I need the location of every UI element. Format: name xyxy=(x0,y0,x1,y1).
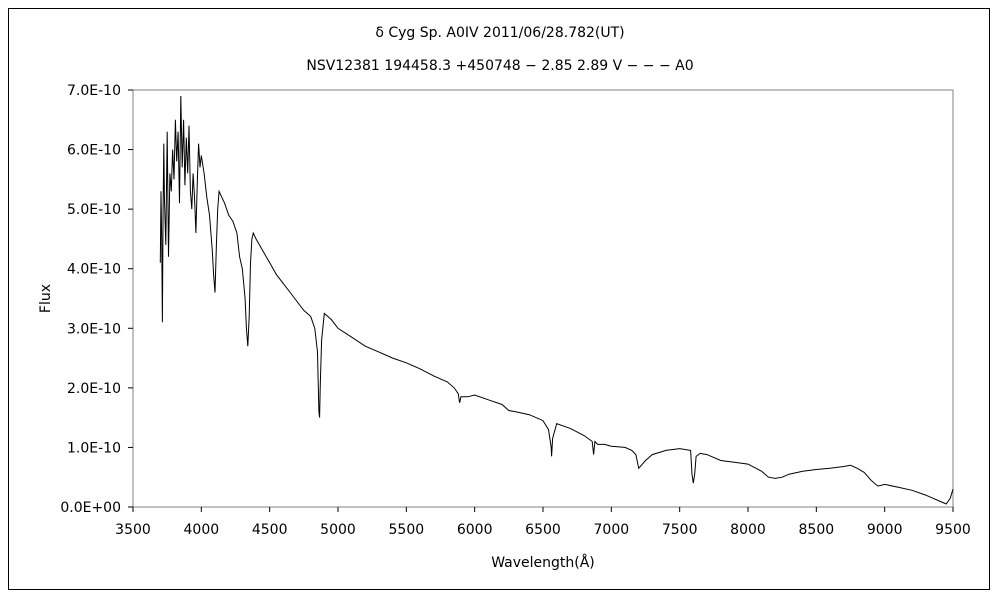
x-tick-label: 8500 xyxy=(799,522,835,538)
x-tick-label: 4000 xyxy=(184,522,220,538)
y-tick-label: 2.0E-10 xyxy=(67,381,121,397)
plot-area xyxy=(132,89,954,508)
chart-frame xyxy=(8,8,990,590)
x-tick-label: 7500 xyxy=(662,522,698,538)
chart-title-line2: NSV12381 194458.3 +450748 − 2.85 2.89 V … xyxy=(306,58,694,74)
y-tick-label: 1.0E-10 xyxy=(67,440,121,456)
y-tick-label: 0.0E+00 xyxy=(60,500,121,516)
x-tick-label: 9500 xyxy=(935,522,971,538)
x-tick-label: 5500 xyxy=(389,522,425,538)
y-tick-label: 7.0E-10 xyxy=(67,83,121,99)
x-axis-label: Wavelength(Å) xyxy=(491,554,595,571)
x-tick-label: 6000 xyxy=(457,522,493,538)
y-tick-label: 4.0E-10 xyxy=(67,262,121,278)
y-tick-label: 3.0E-10 xyxy=(67,321,121,337)
x-tick-label: 9000 xyxy=(867,522,903,538)
x-tick-label: 8000 xyxy=(730,522,766,538)
chart-title-line1: δ Cyg Sp. A0IV 2011/06/28.782(UT) xyxy=(375,25,625,41)
x-tick-label: 3500 xyxy=(115,522,151,538)
x-tick-label: 5000 xyxy=(320,522,356,538)
y-axis-label: Flux xyxy=(38,284,54,313)
spectrum-line xyxy=(159,95,954,505)
y-tick-label: 5.0E-10 xyxy=(67,202,121,218)
x-tick-label: 7000 xyxy=(594,522,630,538)
y-tick-label: 6.0E-10 xyxy=(67,143,121,159)
x-tick-label: 4500 xyxy=(252,522,288,538)
x-tick-label: 6500 xyxy=(525,522,561,538)
x-axis: 3500 4000 4500 5000 5500 6000 6500 7000 7500 8000… xyxy=(115,507,971,538)
y-axis: 0.0E+00 1.0E-10 2.0E-10 3.0E-10 4.0E-10 5.0E-… xyxy=(60,83,133,516)
